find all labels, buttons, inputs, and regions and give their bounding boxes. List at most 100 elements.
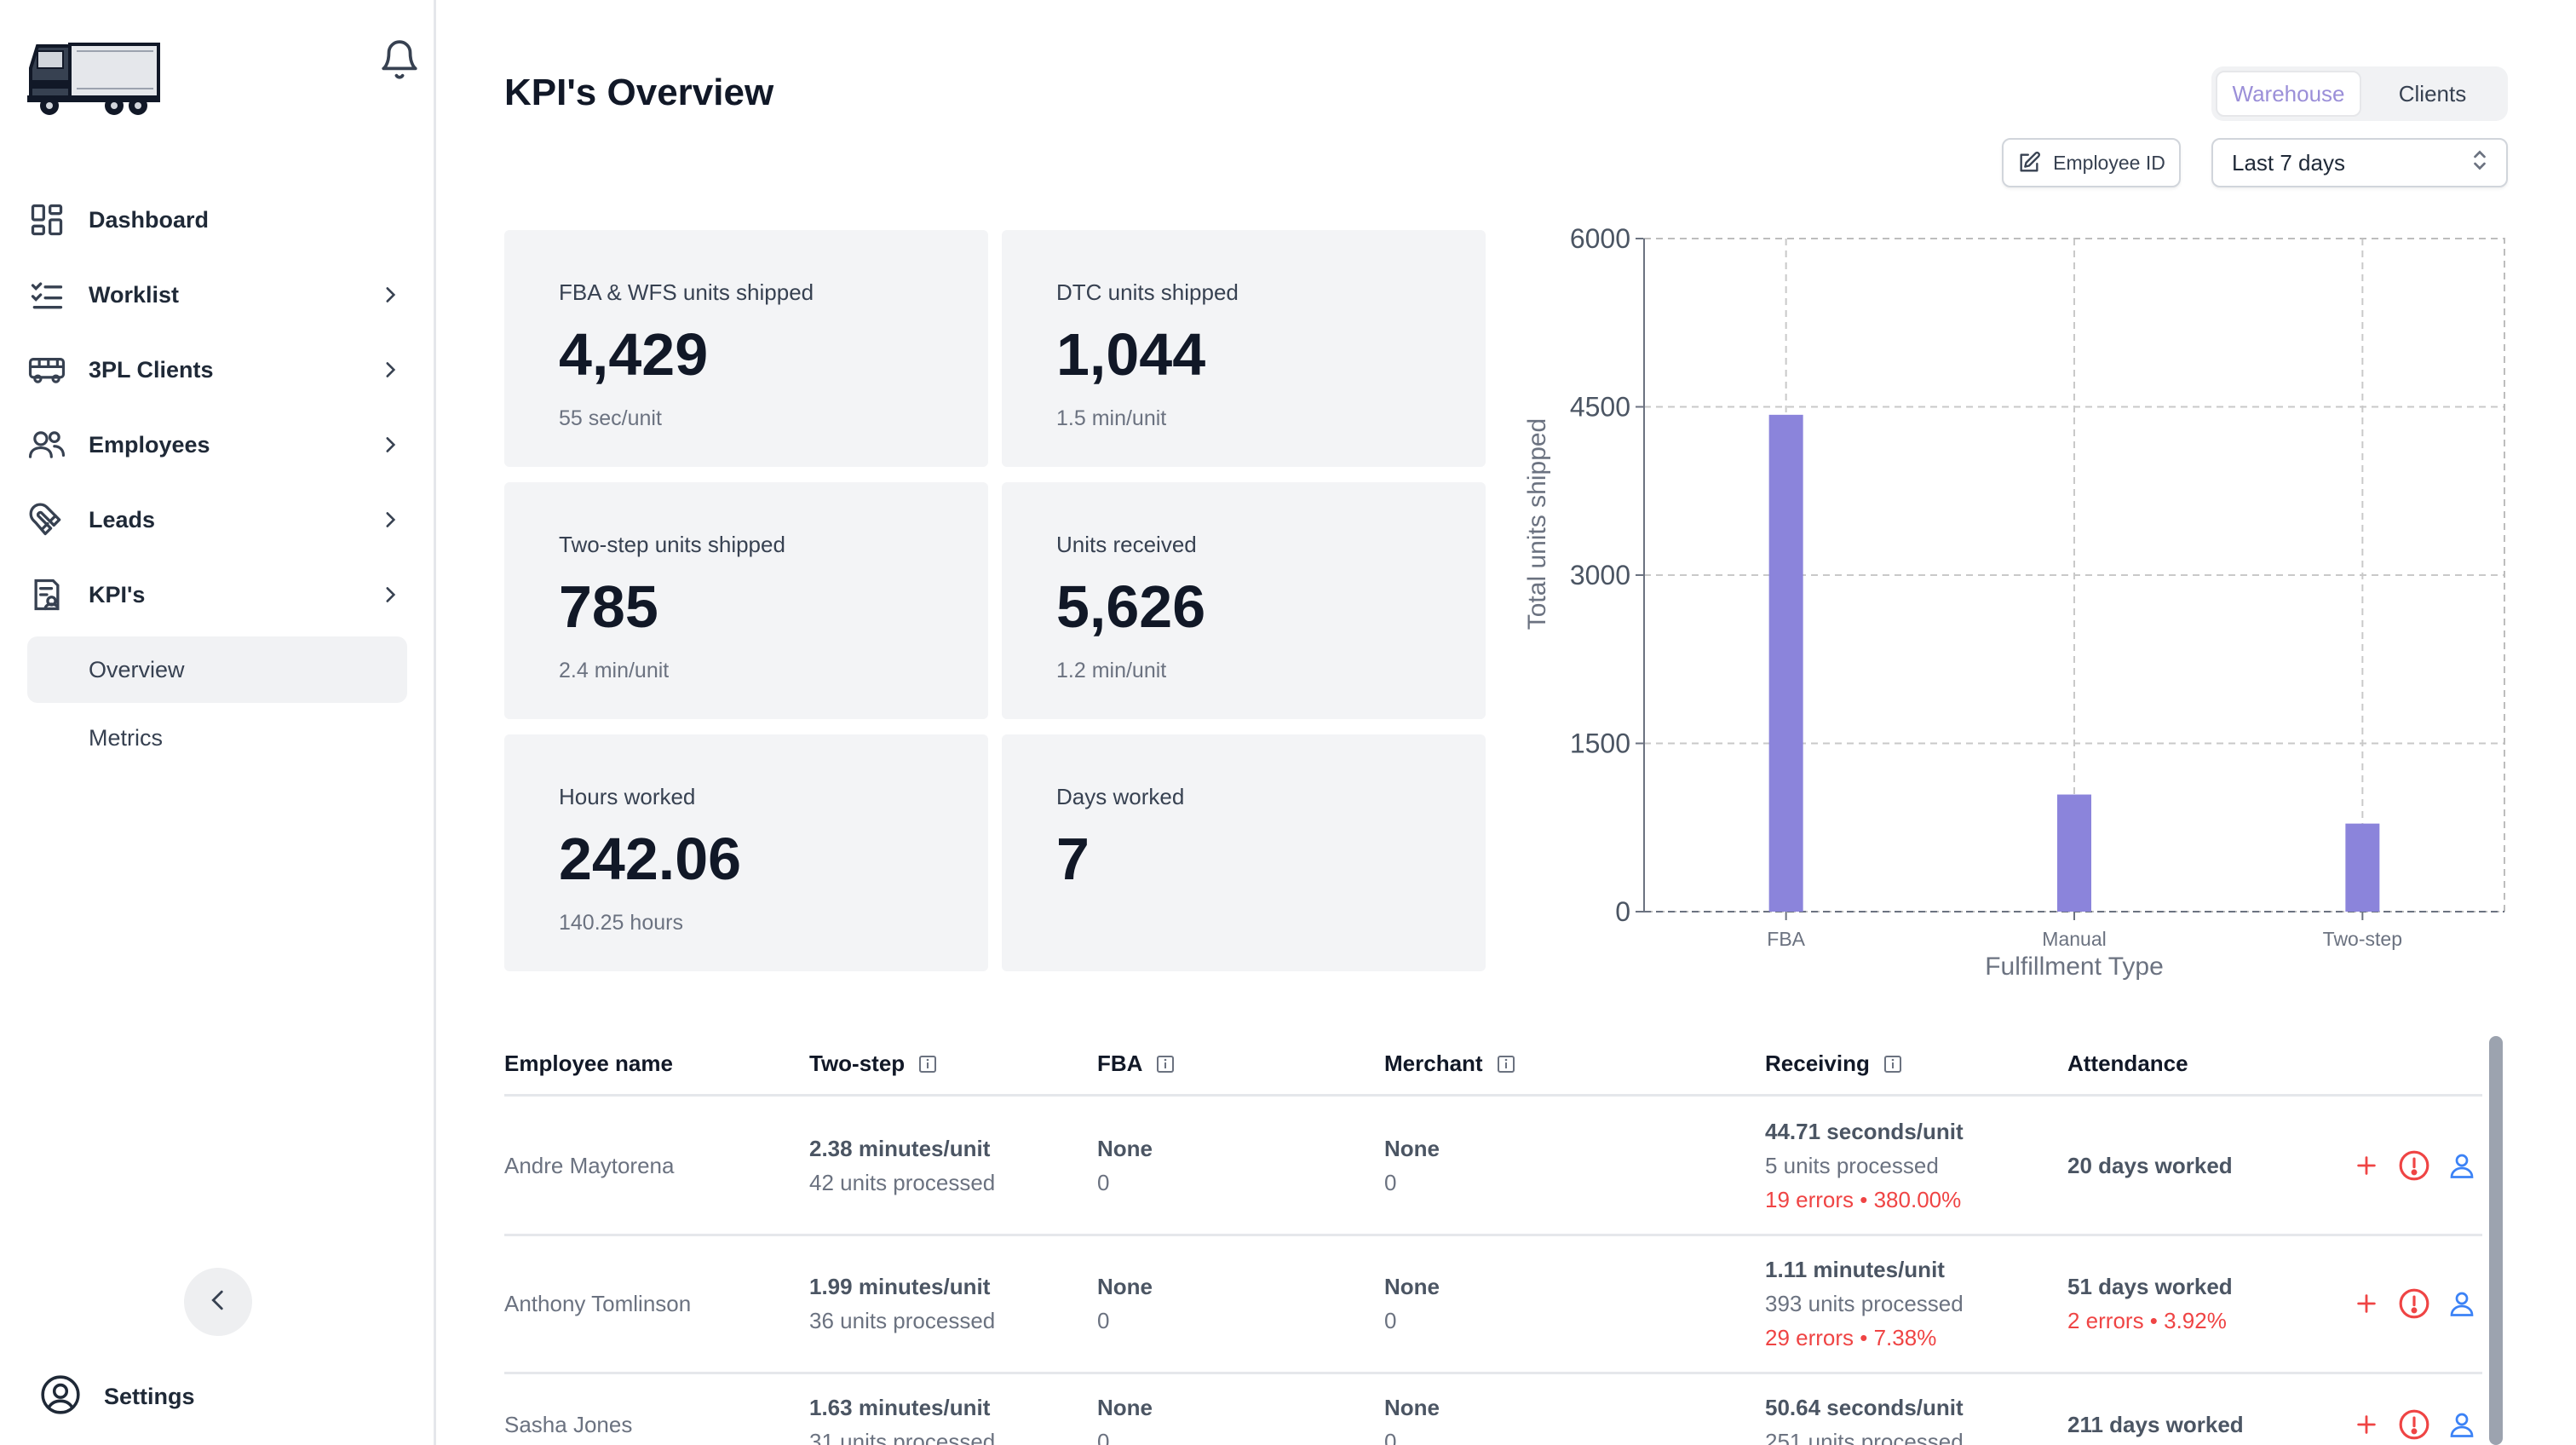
fulfillment-bar-chart: 0 1500 3000 4500 6000 FBA Manual Two-step Fulfil… [1523, 223, 2505, 980]
bar-manual [2057, 794, 2091, 912]
sidebar-item-worklist[interactable]: Worklist [27, 264, 407, 325]
kpi-card-label: Days worked [1056, 784, 1185, 809]
sidebar-item-employees[interactable]: Employees [27, 414, 407, 475]
truck-logo-icon[interactable] [26, 34, 162, 119]
kpi-card-sub: 55 sec/unit [559, 406, 662, 430]
kpi-card-value: 5,626 [1056, 573, 1206, 640]
magnet-icon [27, 500, 66, 539]
sidebar-item-label: Employees [89, 431, 210, 458]
kpi-card-sub: 2.4 min/unit [559, 659, 670, 682]
settings-link[interactable]: Settings [39, 1373, 195, 1420]
bar-fba [1768, 414, 1803, 912]
tab-warehouse[interactable]: Warehouse [2216, 71, 2361, 117]
y-axis-label: Total units shipped [1523, 418, 1551, 630]
alert-icon[interactable] [2397, 1149, 2431, 1183]
x-tick-label: Manual [2042, 928, 2106, 950]
user-icon[interactable] [2445, 1408, 2479, 1442]
attendance-cell: 20 days worked [2067, 1153, 2233, 1178]
kpi-card-label: Hours worked [559, 784, 696, 809]
sidebar: Dashboard Worklist 3PL Clients [0, 0, 436, 1445]
y-tick-label: 3000 [1570, 560, 1630, 590]
sidebar-subitem-overview[interactable]: Overview [27, 636, 407, 703]
kpi-card-label: DTC units shipped [1056, 279, 1239, 305]
settings-label: Settings [104, 1384, 195, 1409]
kpi-card-days-worked: Days worked 7 [1002, 734, 1486, 971]
y-tick-label: 6000 [1570, 223, 1630, 254]
page-title: KPI's Overview [504, 72, 774, 113]
chevron-right-icon [373, 578, 407, 612]
kpi-card-value: 785 [559, 573, 658, 640]
alert-icon[interactable] [2397, 1287, 2431, 1321]
user-icon[interactable] [2445, 1149, 2479, 1183]
receiving-cell: 44.71 seconds/unit 5 units processed 19 … [1765, 1119, 1964, 1212]
kpi-card-dtc: DTC units shipped 1,044 1.5 min/unit [1002, 230, 1486, 467]
report-icon [27, 575, 66, 614]
add-icon[interactable] [2349, 1408, 2383, 1442]
sidebar-item-label: Leads [89, 506, 156, 533]
y-tick-label: 0 [1615, 896, 1630, 927]
receiving-cell: 50.64 seconds/unit 251 units processed [1765, 1395, 1964, 1445]
chevron-right-icon [373, 503, 407, 537]
table-scrollbar[interactable] [2489, 1036, 2503, 1445]
employee-name[interactable]: Sasha Jones [504, 1412, 633, 1437]
column-header-fba: FBA [1097, 1051, 1175, 1077]
date-range-select[interactable]: Last 7 days [2211, 138, 2508, 187]
info-icon[interactable] [1883, 1055, 1902, 1074]
add-icon[interactable] [2349, 1287, 2383, 1321]
notification-bell-icon[interactable] [378, 36, 421, 83]
sidebar-subitem-metrics[interactable]: Metrics [89, 724, 163, 751]
employee-name[interactable]: Anthony Tomlinson [504, 1291, 692, 1316]
merchant-cell: None 0 [1384, 1136, 1440, 1195]
edit-icon [2020, 152, 2041, 172]
y-tick-label: 1500 [1570, 728, 1630, 759]
column-header-employee-name: Employee name [504, 1051, 673, 1076]
info-icon[interactable] [1497, 1055, 1515, 1074]
sidebar-item-dashboard[interactable]: Dashboard [27, 189, 407, 250]
kpi-card-value: 242.06 [559, 826, 742, 892]
kpi-card-label: Two-step units shipped [559, 532, 785, 557]
fba-cell: None 0 [1097, 1395, 1153, 1445]
add-icon[interactable] [2349, 1149, 2383, 1183]
column-header-merchant: Merchant [1384, 1051, 1515, 1077]
date-range-value: Last 7 days [2232, 149, 2345, 176]
checklist-icon [27, 275, 66, 314]
row-divider [504, 1234, 2482, 1236]
info-icon[interactable] [918, 1055, 937, 1074]
column-header-attendance: Attendance [2067, 1051, 2188, 1076]
fba-cell: None 0 [1097, 1274, 1153, 1333]
two-step-cell: 2.38 minutes/unit 42 units processed [809, 1136, 996, 1195]
tab-clients[interactable]: Clients [2398, 80, 2467, 107]
info-icon[interactable] [1156, 1055, 1175, 1074]
kpi-card-fba-wfs: FBA & WFS units shipped 4,429 55 sec/uni… [504, 230, 988, 467]
employee-id-button[interactable]: Employee ID [2002, 138, 2181, 187]
dashboard-grid-icon [27, 200, 66, 239]
employee-id-label: Employee ID [2053, 151, 2165, 174]
row-divider [504, 1372, 2482, 1374]
chevron-left-icon [204, 1286, 233, 1319]
attendance-cell: 211 days worked [2067, 1412, 2244, 1437]
kpi-card-label: FBA & WFS units shipped [559, 279, 814, 305]
collapse-sidebar-button[interactable] [184, 1268, 252, 1336]
receiving-cell: 1.11 minutes/unit 393 units processed 29… [1765, 1257, 1964, 1350]
fba-cell: None 0 [1097, 1136, 1153, 1195]
sidebar-item-3pl-clients[interactable]: 3PL Clients [27, 339, 407, 400]
employee-name[interactable]: Andre Maytorena [504, 1153, 675, 1178]
row-actions [2349, 1408, 2479, 1442]
view-toggle: Warehouse Clients [2211, 66, 2508, 121]
user-icon[interactable] [2445, 1287, 2479, 1321]
kpi-card-label: Units received [1056, 532, 1197, 557]
plot-frame [1643, 238, 2505, 912]
alert-icon[interactable] [2397, 1408, 2431, 1442]
y-tick-label: 4500 [1570, 392, 1630, 423]
kpi-card-sub: 140.25 hours [559, 911, 683, 935]
row-actions [2349, 1149, 2479, 1183]
two-step-cell: 1.99 minutes/unit 36 units processed [809, 1274, 996, 1333]
sidebar-item-leads[interactable]: Leads [27, 489, 407, 550]
chevron-right-icon [373, 353, 407, 387]
two-step-cell: 1.63 minutes/unit 31 units processed [809, 1395, 996, 1445]
chevron-right-icon [373, 428, 407, 462]
merchant-cell: None 0 [1384, 1274, 1440, 1333]
column-header-receiving: Receiving [1765, 1051, 1902, 1077]
sidebar-item-kpis[interactable]: KPI's [27, 564, 407, 625]
kpi-card-sub: 1.5 min/unit [1056, 406, 1167, 430]
